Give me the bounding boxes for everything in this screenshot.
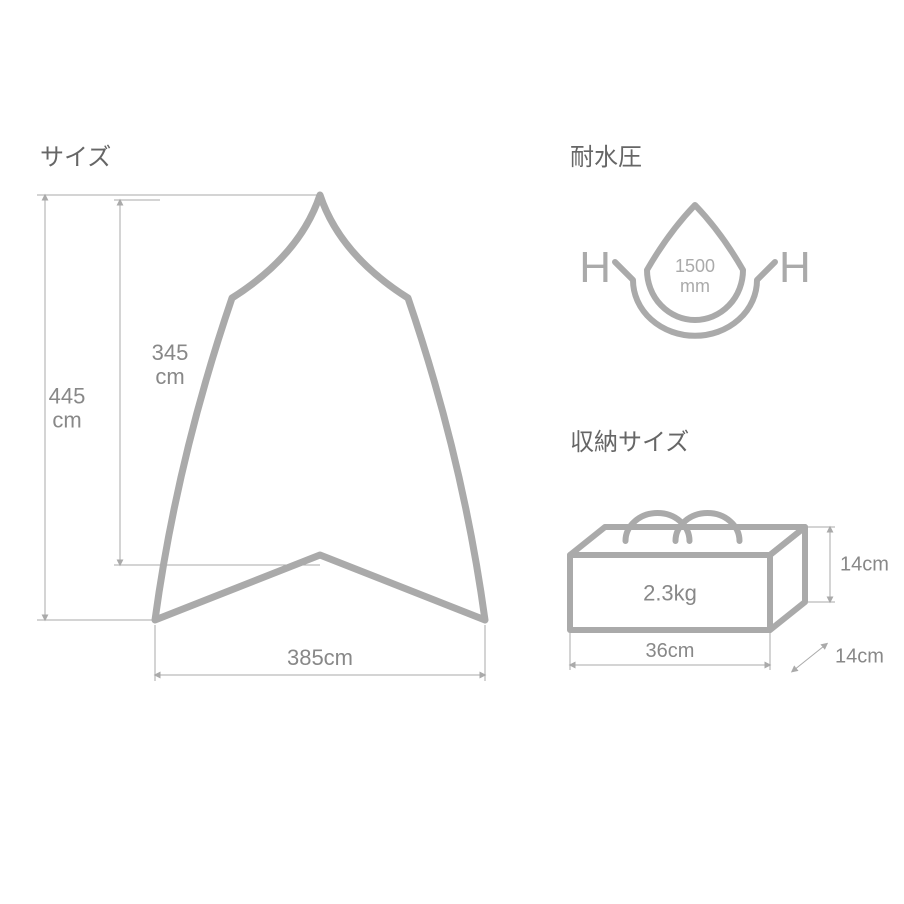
h-left: H <box>579 243 611 292</box>
storage-width-label: 36cm <box>646 640 695 662</box>
size-title: サイズ <box>40 144 111 171</box>
h-right: H <box>779 243 811 292</box>
outer-height-value: 445 <box>49 384 86 409</box>
outer-height-unit: cm <box>52 408 81 433</box>
storage-weight: 2.3kg <box>643 581 697 606</box>
storage-depth-label: 14cm <box>835 646 884 668</box>
dim-width: 385cm <box>155 625 485 681</box>
storage-box-icon <box>570 513 805 630</box>
inner-height-value: 345 <box>152 340 189 365</box>
water-title: 耐水圧 <box>570 144 642 171</box>
storage-height-label: 14cm <box>840 554 889 576</box>
width-label: 385cm <box>287 645 353 670</box>
water-unit: mm <box>680 276 710 296</box>
inner-height-unit: cm <box>155 364 184 389</box>
size-section: サイズ 445 cm 345 cm 385cm <box>37 144 485 681</box>
storage-section: 収納サイズ 2.3kg 36cm 14cm 14cm <box>570 429 889 672</box>
water-section: 耐水圧 H H 1500 mm <box>570 144 811 336</box>
tarp-shape-icon <box>155 195 485 620</box>
water-value: 1500 <box>675 256 715 276</box>
storage-title: 収納サイズ <box>570 429 689 456</box>
